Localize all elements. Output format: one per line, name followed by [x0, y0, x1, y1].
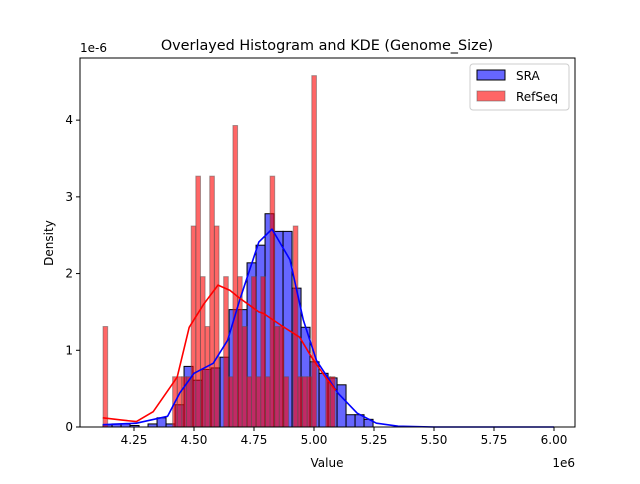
kde-lines	[102, 228, 554, 428]
x-tick-label: 5.75	[481, 433, 508, 447]
bar-refseq	[213, 225, 220, 428]
x-tick-label: 5.00	[301, 433, 328, 447]
axes: 4.25 4.50 4.75 5.00 5.25 5.50 5.75 6.00 0 1 2 3 4	[65, 57, 576, 447]
y-axis-label: Density	[42, 220, 56, 266]
y-tick-label: 2	[65, 267, 73, 281]
chart-title: Overlayed Histogram and KDE (Genome_Size…	[161, 38, 493, 54]
y-tick-label: 0	[65, 420, 73, 434]
x-tick-label: 5.50	[421, 433, 448, 447]
bar-refseq	[260, 276, 266, 428]
y-tick-label: 4	[65, 113, 73, 127]
bar-refseq	[102, 326, 109, 428]
bar-refseq	[176, 376, 183, 428]
plot-frame	[79, 57, 576, 428]
bar-refseq	[325, 376, 331, 428]
legend-swatch-sra	[476, 69, 506, 81]
bar-refseq	[204, 326, 211, 428]
bar-refseq	[223, 276, 229, 428]
bar-refseq	[269, 175, 276, 428]
legend-swatch-refseq	[476, 90, 506, 102]
x-offset-label: 1e6	[552, 456, 575, 470]
bar-refseq	[255, 376, 262, 428]
histogram-bars	[102, 75, 374, 428]
x-tick-label: 5.25	[361, 433, 388, 447]
bar-refseq	[264, 376, 271, 428]
bar-refseq	[250, 276, 257, 428]
x-tick-label: 6.00	[541, 433, 568, 447]
bar-refseq	[232, 125, 239, 428]
bar-refseq	[246, 376, 252, 428]
bar-sra	[336, 384, 347, 428]
bar-refseq	[199, 276, 206, 428]
bar-sra	[156, 417, 167, 428]
bar-refseq	[292, 225, 299, 428]
bar-refseq	[278, 326, 285, 428]
bar-refseq	[190, 225, 197, 428]
legend-label-sra: SRA	[516, 69, 540, 83]
bar-refseq	[241, 326, 248, 428]
x-axis-label: Value	[311, 456, 344, 470]
bar-refseq	[311, 75, 317, 428]
bar-refseq	[283, 376, 290, 428]
bar-refseq	[297, 376, 304, 428]
bar-refseq	[186, 376, 192, 428]
y-tick-label: 3	[65, 190, 73, 204]
bar-refseq	[274, 326, 280, 428]
x-tick-label: 4.75	[241, 433, 268, 447]
y-offset-label: 1e-6	[80, 41, 107, 55]
bar-refseq	[227, 376, 234, 428]
bar-refseq	[195, 175, 201, 428]
y-tick-label: 1	[65, 343, 73, 357]
bar-refseq	[306, 376, 313, 428]
x-tick-label: 4.25	[121, 433, 148, 447]
bar-refseq	[209, 175, 215, 428]
bar-refseq	[302, 376, 308, 428]
legend: SRA RefSeq	[469, 63, 570, 111]
legend-label-refseq: RefSeq	[516, 90, 558, 104]
x-tick-label: 4.50	[181, 433, 208, 447]
bar-sra	[345, 414, 356, 428]
kde-line-refseq	[102, 284, 337, 423]
kde-line-sra	[102, 228, 554, 428]
